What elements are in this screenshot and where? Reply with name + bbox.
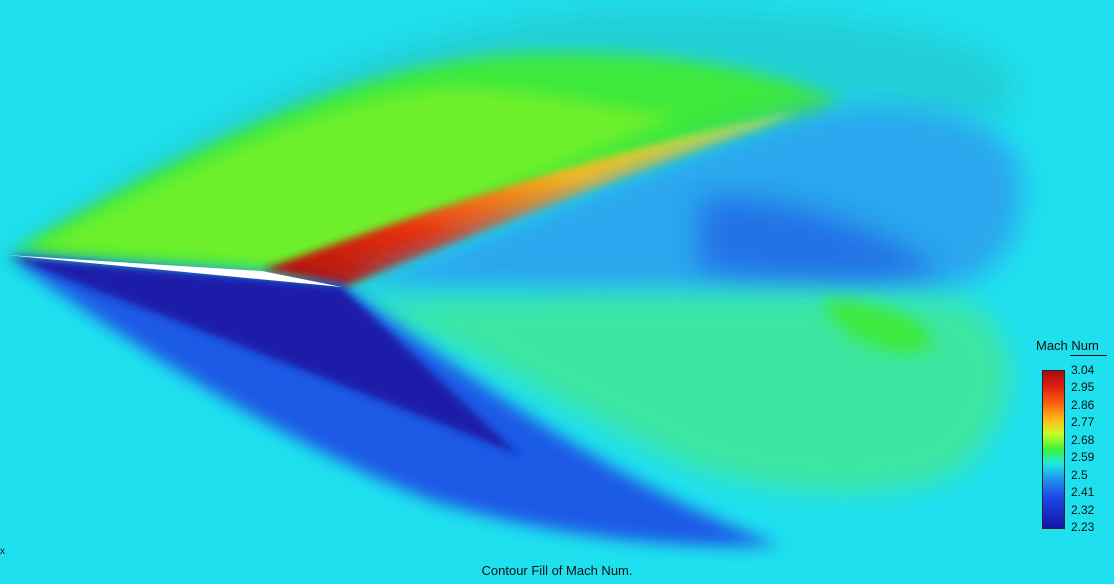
color-legend: Mach Num 3.04 2.95 2.86 2.77 2.68 2.59 2… [1030,338,1114,538]
upper-core-region [30,87,680,268]
legend-title-underline [1070,355,1107,356]
legend-tick: 2.23 [1071,520,1095,534]
axis-marker: x [0,546,5,557]
upper-wake-deep [700,198,940,282]
legend-tick: 2.59 [1071,450,1095,464]
lower-wake-core [820,300,932,353]
legend-tick: 3.04 [1071,363,1095,377]
legend-tick: 2.68 [1071,433,1095,447]
legend-tick: 2.5 [1071,468,1088,482]
shock-region [262,112,800,287]
legend-tick: 2.32 [1071,503,1095,517]
legend-tick: 2.86 [1071,398,1095,412]
lower-wake-region [350,295,1009,493]
legend-tick: 2.41 [1071,485,1095,499]
plot-caption: Contour Fill of Mach Num. [481,563,633,578]
legend-tick: 2.95 [1071,380,1095,394]
legend-tick: 2.77 [1071,415,1095,429]
lower-compression-core [10,257,520,455]
legend-title: Mach Num [1036,338,1099,353]
airfoil-body [6,255,342,287]
legend-colorbar [1042,370,1065,529]
